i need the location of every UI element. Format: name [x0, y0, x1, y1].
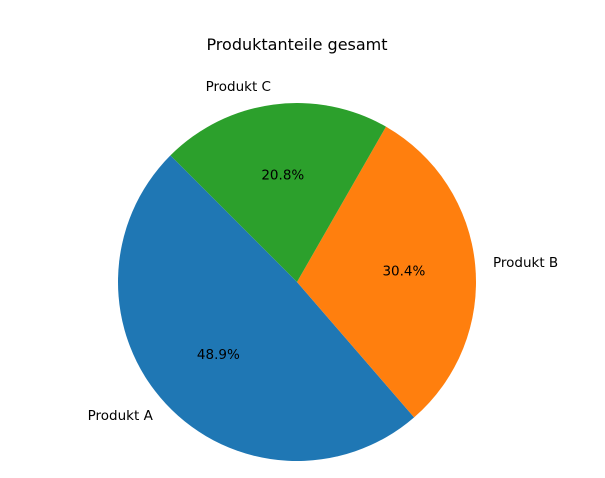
slice-label-produkt-a: Produkt A: [88, 408, 154, 424]
chart-title: Produktanteile gesamt: [206, 35, 387, 54]
pie-slice-produkt-a: [118, 155, 415, 461]
slice-label-produkt-b: Produkt B: [493, 255, 558, 271]
pie-slice-produkt-c: [170, 102, 386, 282]
slice-percent-produkt-a: 48.9%: [197, 347, 240, 363]
pie-slice-produkt-b: [297, 126, 476, 418]
pie-slices: [118, 102, 476, 461]
slice-percent-produkt-c: 20.8%: [261, 168, 304, 184]
slice-percent-produkt-b: 30.4%: [382, 264, 425, 280]
slice-label-produkt-c: Produkt C: [206, 79, 271, 95]
pie-labels: Produkt A 48.9% Produkt B 30.4% Produkt C 20.…: [88, 79, 559, 424]
